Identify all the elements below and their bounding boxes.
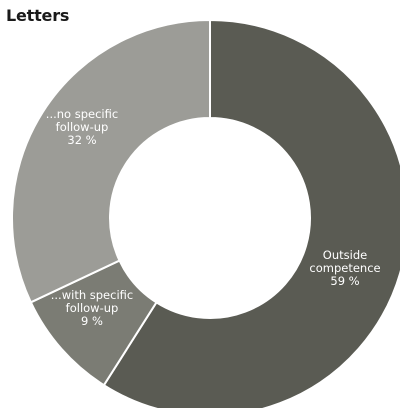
slice-label-line-1-0: ...with specific [51, 288, 133, 302]
slice-labels: Outside competence 59 %...with specific fol… [46, 107, 381, 328]
slice-label-line-0-1: competence [309, 261, 380, 275]
slice-value-2: 32 % [67, 133, 96, 147]
donut-slice-2 [11, 18, 211, 304]
slice-label-0: Outside competence 59 % [309, 248, 380, 288]
slice-label-line-2-1: follow-up [56, 120, 109, 134]
donut-slices [11, 18, 400, 408]
slice-label-1: ...with specific follow-up 9 % [51, 288, 133, 328]
chart-title: Letters [6, 6, 70, 25]
slice-value-1: 9 % [81, 314, 103, 328]
slice-value-0: 59 % [330, 274, 359, 288]
slice-label-line-1-1: follow-up [66, 301, 119, 315]
slice-label-line-2-0: ...no specific [46, 107, 118, 121]
slice-label-2: ...no specific follow-up 32 % [46, 107, 118, 147]
donut-slice-0 [102, 18, 400, 408]
slice-label-line-0-0: Outside [323, 248, 367, 262]
